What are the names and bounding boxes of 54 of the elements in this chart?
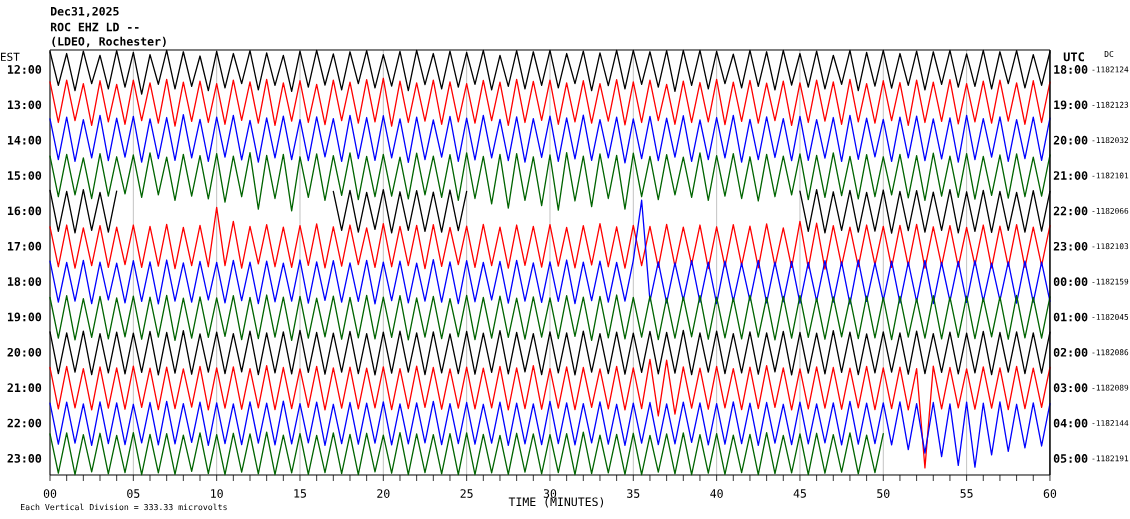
line-series — [49, 431, 884, 476]
y2-tick-label: 20:00 — [1053, 135, 1088, 145]
y-tick-label: 14:00 — [7, 135, 42, 145]
y2-tick-label: 01:00 — [1053, 312, 1088, 322]
x-tick-label: 10 — [211, 489, 223, 498]
x-tick-label: 20 — [377, 489, 390, 498]
y2-tick-label: 05:00 — [1053, 454, 1088, 463]
line-series — [49, 114, 1051, 164]
line-series — [49, 400, 1051, 468]
y-tick-label: 19:00 — [7, 312, 42, 322]
y2-tick-label: 00:00 — [1053, 277, 1088, 287]
line-series — [49, 151, 1051, 212]
x-tick-label: 60 — [1043, 489, 1057, 498]
text: DC — [1104, 50, 1114, 58]
x-tick-label: 25 — [460, 489, 473, 498]
y-tick-label: 15:00 — [7, 171, 42, 180]
y2-tick-label: 02:00 — [1053, 348, 1088, 357]
x-tick-label: 15 — [294, 489, 306, 498]
line-series — [49, 358, 1051, 469]
x-tick-label: 30 — [543, 489, 557, 498]
y-tick-label: 13:00 — [7, 100, 42, 110]
y2-tick-label: 04:00 — [1053, 418, 1088, 428]
text: Each Vertical Division = 333.33 microvolts — [21, 503, 227, 511]
line-series — [49, 199, 1051, 305]
y2-tick-label: 18:00 — [1054, 65, 1088, 74]
y-tick-label: 12:00 — [7, 65, 42, 74]
y2-tick-label: 19:00 — [1054, 100, 1088, 110]
y-tick-label: 21:00 — [7, 383, 42, 393]
y-tick-label: 22:00 — [7, 418, 42, 428]
text: (LDEO, Rochester) — [52, 36, 166, 48]
y-tick-label: 20:00 — [7, 347, 42, 357]
line-series — [49, 77, 1051, 127]
y2-tick-label: 23:00 — [1053, 241, 1088, 251]
x-tick-label: 00 — [43, 489, 57, 498]
y2-tick-label: 22:00 — [1053, 206, 1088, 216]
y2-tick-label: 03:00 — [1053, 383, 1088, 393]
x-tick-label: 40 — [710, 489, 723, 498]
x-tick-label: 35 — [627, 489, 640, 498]
x-tick-label: 05 — [127, 489, 140, 498]
y-tick-label: 23:00 — [7, 453, 42, 463]
line-series — [49, 206, 1051, 270]
y-tick-label: 16:00 — [7, 206, 42, 216]
y-tick-label: 17:00 — [7, 241, 42, 251]
y-tick-label: 18:00 — [7, 277, 42, 286]
y2-tick-label: 21:00 — [1053, 171, 1088, 180]
x-tick-label: 50 — [877, 489, 890, 498]
x-axis-title: TIME (MINUTES) — [508, 497, 604, 508]
x-tick-label: 45 — [793, 489, 806, 498]
chart-title: Dec31,2025 — [50, 6, 119, 18]
x-tick-label: 55 — [960, 489, 973, 498]
y-axis-title: EST — [1, 52, 20, 61]
chart-subtitle: ROC EHZ LD -- — [50, 22, 139, 32]
y2-axis-title: UTC — [1063, 52, 1084, 62]
line-series — [49, 294, 1051, 341]
